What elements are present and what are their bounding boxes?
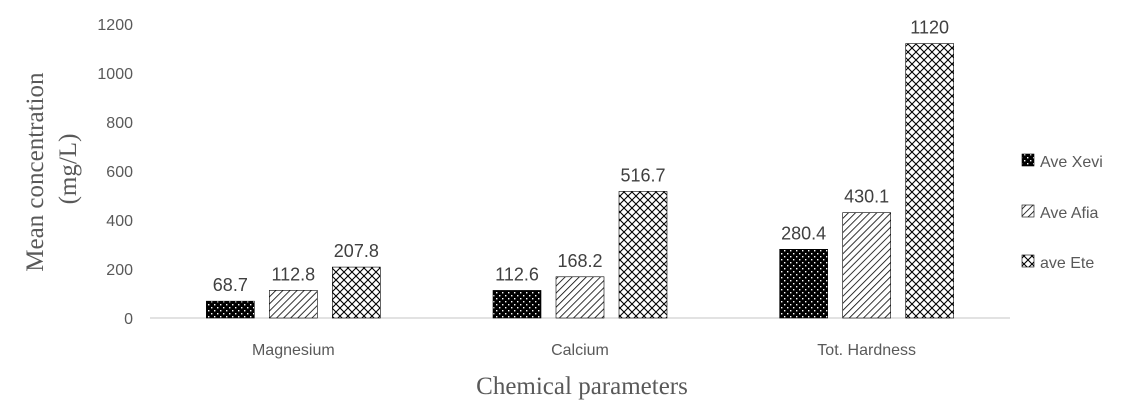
y-axis-title: Mean concentration (mg/L) <box>22 66 82 271</box>
bar <box>332 266 381 319</box>
data-label: 112.8 <box>271 264 315 284</box>
x-axis-title: Chemical parameters <box>476 373 688 400</box>
legend-label: Ave Afia <box>1040 205 1099 222</box>
y-tick-label: 1200 <box>97 17 133 34</box>
legend-swatch <box>1021 204 1035 218</box>
category-label: Tot. Hardness <box>817 342 916 359</box>
bar <box>779 249 828 319</box>
y-tick-label: 1000 <box>97 66 133 83</box>
data-label: 1120 <box>910 18 949 38</box>
data-label: 430.1 <box>844 187 889 207</box>
y-axis-title-line1: Mean concentration <box>22 72 49 272</box>
legend-swatch <box>1021 153 1035 167</box>
bar <box>905 43 954 319</box>
data-label: 516.7 <box>620 165 665 185</box>
data-label: 68.7 <box>213 275 248 295</box>
y-axis-ticks: 0 200 400 600 800 1000 1200 <box>97 17 133 328</box>
legend-label: Ave Xevi <box>1040 154 1103 171</box>
data-label: 112.6 <box>495 264 539 284</box>
y-tick-label: 600 <box>106 164 133 181</box>
data-label: 168.2 <box>557 251 602 271</box>
bars <box>206 43 954 319</box>
category-label: Magnesium <box>252 342 335 359</box>
category-labels: Magnesium Calcium Tot. Hardness <box>252 342 916 359</box>
bar <box>269 290 318 319</box>
y-tick-label: 800 <box>106 115 133 132</box>
bar <box>492 290 542 319</box>
bar <box>618 191 668 319</box>
legend: Ave Xevi Ave Afia ave Ete <box>1021 153 1103 272</box>
y-tick-label: 200 <box>106 262 133 279</box>
data-labels: 68.7 112.8 207.8 112.6 168.2 516.7 280.4 430.1 1… <box>213 18 949 296</box>
category-label: Calcium <box>551 342 609 359</box>
y-tick-label: 0 <box>124 311 133 328</box>
legend-swatch <box>1021 254 1035 268</box>
y-tick-label: 400 <box>106 213 133 230</box>
bar <box>842 212 891 319</box>
bar <box>555 276 605 319</box>
data-label: 207.8 <box>334 241 379 261</box>
legend-label: ave Ete <box>1040 255 1094 272</box>
data-label: 280.4 <box>781 223 826 243</box>
y-axis-title-line2: (mg/L) <box>55 134 82 205</box>
bar <box>206 300 255 319</box>
